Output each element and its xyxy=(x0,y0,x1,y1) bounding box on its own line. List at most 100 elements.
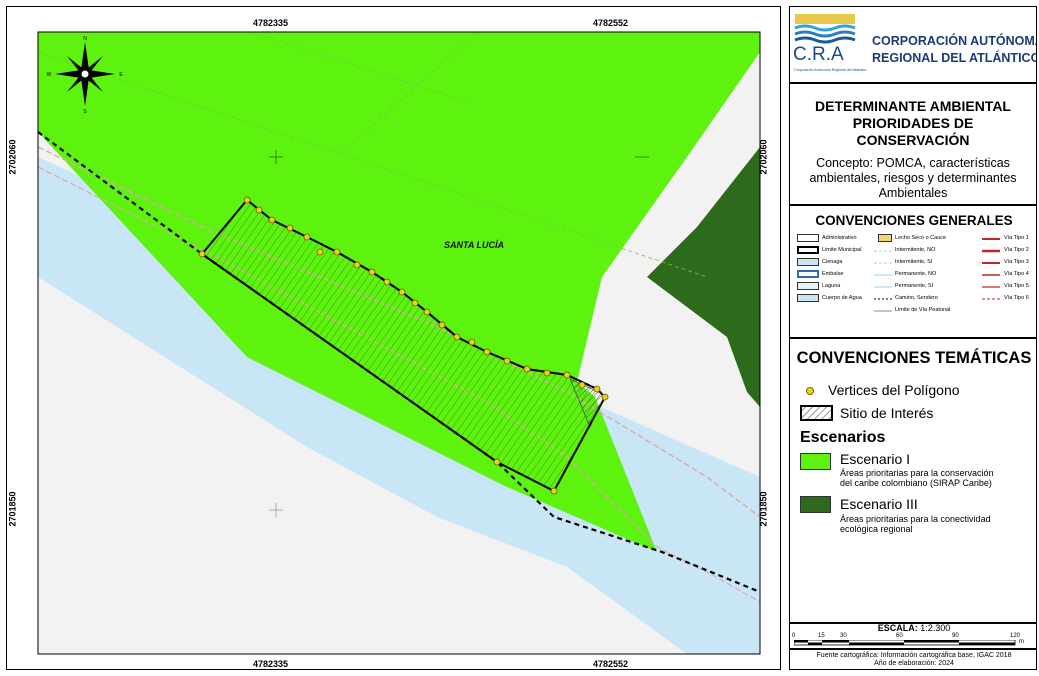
scale-tick-120: 120 xyxy=(1010,633,1021,639)
polygon-vertex xyxy=(353,261,361,269)
gen-col3-5: Vía Tipo 6 xyxy=(1004,295,1029,301)
scenario-1-desc-1: Áreas prioritarias para la conservación xyxy=(840,468,994,478)
gen-col2-3: Permanente, NO xyxy=(895,271,937,277)
polygon-vertex xyxy=(468,338,476,346)
title-line-3: CONSERVACIÓN xyxy=(856,132,970,148)
polygon-vertex xyxy=(368,268,376,276)
polygon-vertex xyxy=(333,248,341,256)
coord-left-2: 2701850 xyxy=(7,491,18,527)
polygon-vertex xyxy=(438,321,446,329)
footer-year: Año de elaboración: 2024 xyxy=(874,660,954,667)
svg-text:C.R.A: C.R.A xyxy=(793,44,844,65)
swatch-cienaga xyxy=(797,258,819,266)
concept-line-2: ambientales, riesgos y determinantes xyxy=(809,171,1017,185)
site-symbol-icon xyxy=(800,405,833,421)
gen-col1-4: Laguna xyxy=(822,283,841,289)
swatch-lecho-seco xyxy=(878,234,892,242)
svg-text:Corporación Autónoma Regional: Corporación Autónoma Regional del Atlánt… xyxy=(794,68,866,72)
scenario-3-desc-1: Áreas prioritarias para la conectividad xyxy=(840,514,991,524)
dashed-road-3 xyxy=(336,32,478,158)
scale-tick-15: 15 xyxy=(818,633,825,639)
vertices-label: Vertices del Polígono xyxy=(828,382,960,398)
polygon-vertex xyxy=(411,299,419,307)
scenario-1-desc-2: del caribe colombiano (SIRAP Caribe) xyxy=(840,478,992,488)
polygon-vertex xyxy=(578,381,586,389)
swatch-scenario-1 xyxy=(800,453,831,470)
gen-col2-4: Permanente, SI xyxy=(895,283,934,289)
thematic-title: CONVENCIONES TEMÁTICAS xyxy=(796,349,1032,367)
polygon-vertex xyxy=(453,333,461,341)
gen-col1-0: Administrativo xyxy=(822,235,857,241)
coord-left-1: 2702060 xyxy=(7,139,18,175)
swatch-laguna xyxy=(797,282,819,290)
scale-unit: m xyxy=(1019,639,1024,645)
polygon-vertex xyxy=(593,385,601,393)
polygon-vertex xyxy=(423,308,431,316)
gen-col1-3: Embalse xyxy=(822,271,844,277)
gen-col3-3: Vía Tipo 4 xyxy=(1004,271,1029,277)
coord-bottom-2: 4782552 xyxy=(593,659,629,669)
org-name-line1: CORPORACIÓN AUTÓNOMA xyxy=(872,34,1037,48)
polygon-vertex xyxy=(316,248,324,256)
polygon-vertex xyxy=(601,393,609,401)
polygon-vertex xyxy=(198,250,206,258)
gen-col1-2: Cienaga xyxy=(822,259,843,265)
swatch-limite-municipal xyxy=(797,246,819,254)
map-canvas[interactable]: SANTA LUCÍA N S W E xyxy=(7,7,782,671)
footer-box: Fuente cartográfica: Información cartogr… xyxy=(789,649,1037,670)
compass-rose-icon: N S W E xyxy=(47,36,124,115)
org-header: C.R.A Corporación Autónoma Regional del … xyxy=(789,6,1037,83)
svg-text:S: S xyxy=(83,109,87,115)
dashed-road xyxy=(38,51,708,278)
scale-value: 1:2.300 xyxy=(920,623,951,633)
polygon-vertex xyxy=(563,371,571,379)
gen-col1-1: Limite Municipal xyxy=(822,247,862,253)
cra-logo: C.R.A Corporación Autónoma Regional del … xyxy=(793,14,866,72)
scale-label: ESCALA: xyxy=(877,623,918,633)
svg-text:E: E xyxy=(119,72,123,78)
polygon-vertex xyxy=(243,196,251,204)
polygon-vertex xyxy=(493,458,501,466)
gen-col2-6: Limite de Vía Peatonal xyxy=(895,307,951,313)
polygon-vertex xyxy=(503,357,511,365)
vertex-symbol-icon xyxy=(806,387,814,395)
dashed-road-2 xyxy=(251,32,468,103)
polygon-vertex xyxy=(268,216,276,224)
coord-bottom-1: 4782335 xyxy=(253,659,289,669)
swatch-scenario-3 xyxy=(800,496,831,513)
polygon-vertex xyxy=(303,233,311,241)
scale-tick-30: 30 xyxy=(840,633,847,639)
gen-col3-2: Vía Tipo 3 xyxy=(1004,259,1029,265)
gen-col2-5: Camino, Sendero xyxy=(895,295,938,301)
grid-cross-1 xyxy=(269,150,649,517)
scenario-3-desc-2: ecológica regional xyxy=(840,524,913,534)
scale-tick-90: 90 xyxy=(952,633,959,639)
polygon-vertex xyxy=(523,365,531,373)
road-line xyxy=(38,146,760,518)
scale-tick-60: 60 xyxy=(896,633,903,639)
scenario-3-area xyxy=(647,147,760,407)
org-name-line2: REGIONAL DEL ATLÁNTICO xyxy=(872,51,1037,65)
footer-source: Fuente cartográfica: Información cartogr… xyxy=(816,652,1012,659)
polygon-vertices xyxy=(198,196,609,495)
polygon-vertex xyxy=(398,288,406,296)
polygon-vertex xyxy=(550,487,558,495)
thematic-conventions: CONVENCIONES TEMÁTICAS Vertices del Polí… xyxy=(789,338,1037,623)
scenario-1-label: Escenario I xyxy=(840,451,911,467)
svg-text:W: W xyxy=(47,72,52,78)
polygon-vertex xyxy=(255,206,263,214)
map-frame[interactable]: SANTA LUCÍA N S W E 4782335 4782552 4782… xyxy=(6,6,781,670)
gen-col3-1: Vía Tipo 2 xyxy=(1004,247,1029,253)
site-label: Sitio de Interés xyxy=(840,405,934,421)
road-symbols xyxy=(982,238,1000,300)
concept-line-3: Ambientales xyxy=(878,186,948,200)
gen-col3-0: Vía Tipo 1 xyxy=(1004,235,1029,241)
place-label-santa-lucia: SANTA LUCÍA xyxy=(444,240,504,250)
gen-col1-5: Cuerpo de Agua xyxy=(822,295,862,301)
title-line-1: DETERMINANTE AMBIENTAL xyxy=(815,98,1011,114)
swatch-embalse xyxy=(797,270,819,278)
gen-col2-1: Intermitente, NO xyxy=(895,247,936,253)
scale-tick-0: 0 xyxy=(792,633,796,639)
general-conventions-title: CONVENCIONES GENERALES xyxy=(815,213,1013,228)
concept-line-1: Concepto: POMCA, características xyxy=(816,156,1010,170)
